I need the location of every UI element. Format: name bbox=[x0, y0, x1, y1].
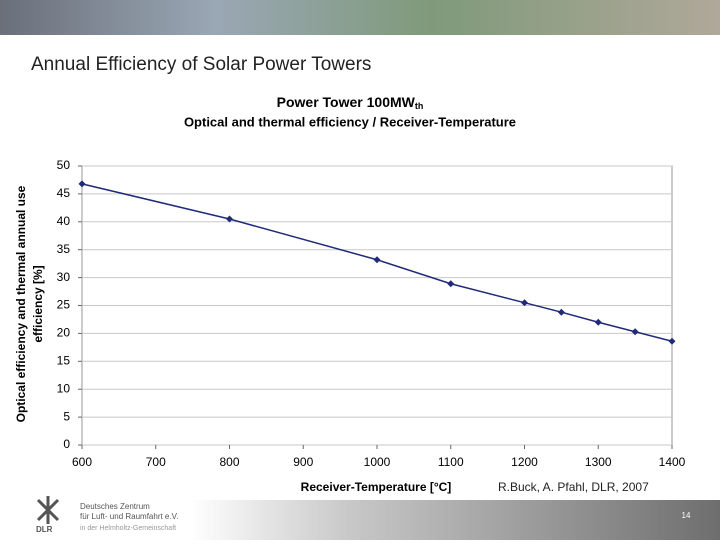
y-axis-label: efficiency [%] bbox=[31, 265, 45, 342]
y-tick-label: 25 bbox=[57, 298, 71, 312]
logo-text: Deutsches Zentrum bbox=[80, 502, 150, 511]
logo-text: für Luft- und Raumfahrt e.V. bbox=[80, 512, 178, 521]
logo: DLR Deutsches Zentrum für Luft- und Raum… bbox=[36, 496, 178, 534]
page-number: 14 bbox=[682, 511, 691, 520]
footer-band bbox=[190, 500, 720, 540]
marker bbox=[557, 308, 565, 316]
marker bbox=[373, 256, 381, 264]
marker bbox=[521, 299, 528, 307]
y-tick-label: 50 bbox=[57, 158, 71, 172]
slide-title: Annual Efficiency of Solar Power Towers bbox=[31, 54, 371, 75]
marker bbox=[447, 280, 455, 288]
y-tick-label: 10 bbox=[57, 381, 71, 395]
y-tick-label: 40 bbox=[57, 214, 71, 228]
marker bbox=[594, 318, 602, 326]
chart-title-subscript: th bbox=[415, 101, 424, 111]
chart-title-main: Power Tower 100MW bbox=[277, 94, 416, 110]
credit: R.Buck, A. Pfahl, DLR, 2007 bbox=[498, 480, 649, 494]
x-tick-label: 1100 bbox=[438, 455, 464, 469]
y-tick-label: 30 bbox=[57, 270, 71, 284]
marker bbox=[226, 215, 233, 223]
x-tick-label: 1200 bbox=[511, 455, 538, 469]
y-tick-label: 20 bbox=[57, 326, 71, 340]
chart-title: Power Tower 100MWth bbox=[277, 94, 424, 112]
y-tick-label: 35 bbox=[57, 242, 71, 256]
x-tick-label: 600 bbox=[72, 455, 92, 469]
x-tick-label: 1000 bbox=[364, 455, 391, 469]
logo-text: in der Helmholtz-Gemeinschaft bbox=[80, 525, 176, 532]
x-tick-label: 800 bbox=[219, 455, 239, 469]
y-axis-label: Optical efficiency and thermal annual us… bbox=[14, 185, 28, 422]
logo-mark bbox=[36, 496, 60, 524]
marker bbox=[631, 328, 639, 336]
x-tick-label: 700 bbox=[146, 455, 166, 469]
chart-subtitle: Optical and thermal efficiency / Receive… bbox=[184, 114, 516, 129]
x-tick-label: 1300 bbox=[585, 455, 612, 469]
logo-text: DLR bbox=[36, 525, 53, 534]
y-tick-label: 15 bbox=[57, 353, 71, 367]
y-tick-label: 5 bbox=[63, 409, 70, 423]
plot: 0 5 10 15 20 25 30 35 40 45 50 600 700 800 900 1000 1100… bbox=[57, 158, 686, 469]
marker bbox=[78, 180, 86, 188]
marker bbox=[668, 337, 676, 345]
x-axis-label: Receiver-Temperature [°C] bbox=[301, 480, 452, 494]
x-tick-label: 1400 bbox=[659, 455, 686, 469]
y-tick-label: 45 bbox=[57, 186, 71, 200]
y-tick-label: 0 bbox=[63, 437, 70, 451]
header-banner bbox=[0, 0, 720, 35]
x-tick-label: 900 bbox=[293, 455, 313, 469]
